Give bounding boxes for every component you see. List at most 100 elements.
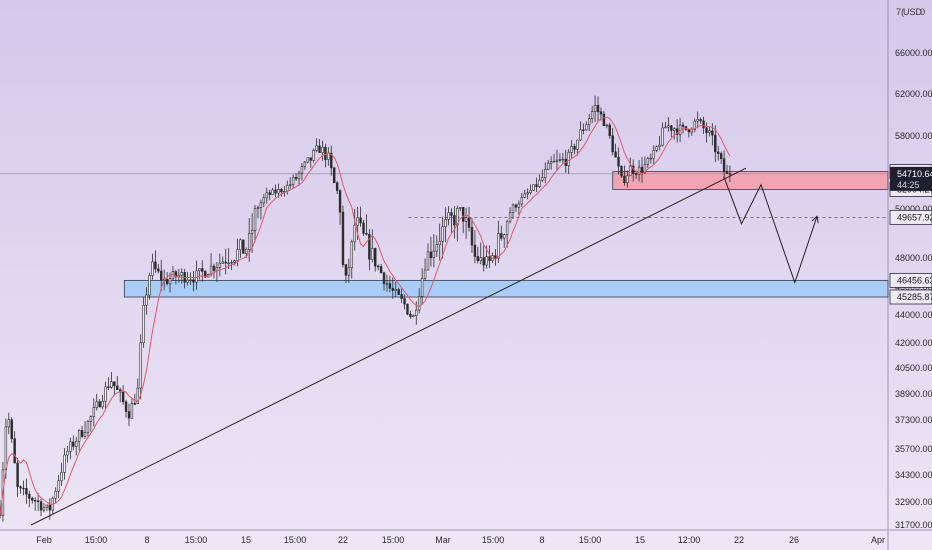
candle-body <box>649 157 652 160</box>
candle-body <box>503 234 506 239</box>
candle-body <box>57 480 60 492</box>
x-tick-label: 15:00 <box>284 535 307 545</box>
moving-average-line <box>0 116 731 516</box>
candle-body <box>385 283 389 285</box>
candle-body <box>708 130 711 134</box>
candle-body <box>722 158 726 172</box>
candle-body <box>130 403 134 419</box>
candle-body <box>371 247 374 260</box>
candle-body <box>661 127 664 146</box>
candle-body <box>526 192 529 195</box>
price-level-label: 49657.92 <box>897 212 932 222</box>
candle-body <box>640 166 644 173</box>
candle-body <box>245 248 248 254</box>
price-level-label: 45285.87 <box>897 292 932 302</box>
candle-body <box>374 247 377 267</box>
candle-body <box>655 146 658 151</box>
candle-body <box>450 212 453 216</box>
candle-body <box>391 287 395 291</box>
candle-body <box>347 267 351 276</box>
candle-body <box>538 179 541 187</box>
candle-body <box>529 189 532 194</box>
candle-body <box>22 487 25 490</box>
candle-body <box>142 304 145 343</box>
candle-body <box>637 166 641 175</box>
x-tick-label: 15:00 <box>579 535 602 545</box>
candle-body <box>306 157 310 163</box>
candle-body <box>344 264 348 276</box>
candle-body <box>435 244 438 252</box>
candle-body <box>139 342 142 389</box>
candle-body <box>412 315 415 317</box>
candle-body <box>300 166 304 174</box>
candle-body <box>702 120 705 129</box>
candle-body <box>98 401 101 408</box>
candle-body <box>505 221 509 235</box>
y-tick-label: 32900.00 <box>895 497 932 507</box>
candle-body <box>89 416 93 422</box>
x-tick-label: 15 <box>241 535 251 545</box>
candle-body <box>673 128 676 131</box>
candle-body <box>165 279 169 285</box>
y-tick-label: 48000.00 <box>895 253 932 263</box>
candle-body <box>614 151 617 158</box>
y-tick-label: 31700.00 <box>895 520 932 530</box>
candle-body <box>397 289 400 295</box>
y-tick-label: 38900.00 <box>895 389 932 399</box>
candle-body <box>256 207 260 209</box>
candle-body <box>573 146 576 150</box>
candle-body <box>670 125 673 131</box>
candle-body <box>335 182 339 191</box>
candle-body <box>664 126 667 129</box>
candle-body <box>485 256 488 266</box>
candle-body <box>541 177 544 181</box>
candle-body <box>168 278 172 285</box>
candle-body <box>45 504 49 508</box>
candle-body <box>400 294 403 299</box>
candle-body <box>221 261 224 264</box>
candle-body <box>620 165 623 177</box>
candle-body <box>318 145 321 153</box>
candle-body <box>338 190 342 213</box>
y-tick-label: 58000.00 <box>895 131 932 141</box>
candle-body <box>148 275 151 296</box>
y-tick-label: 44000.00 <box>895 310 932 320</box>
candle-body <box>576 139 579 150</box>
candle-body <box>652 149 655 159</box>
candle-body <box>376 265 380 268</box>
candle-body <box>362 222 365 234</box>
currency-label[interactable]: USD <box>903 7 923 17</box>
candle-body <box>497 233 500 259</box>
candle-body <box>617 156 620 167</box>
candle-body <box>332 167 336 184</box>
candle-body <box>687 129 691 133</box>
candle-body <box>324 146 327 160</box>
support-zone <box>123 279 889 298</box>
candle-body <box>4 426 8 471</box>
candle-body <box>77 430 81 442</box>
candle-body <box>280 188 283 193</box>
candle-body <box>646 158 650 165</box>
candle-body <box>549 161 553 164</box>
bar-countdown-label: 44:25 <box>897 180 920 190</box>
current-price-tag[interactable] <box>890 166 932 191</box>
candle-body <box>104 386 107 402</box>
candle-body <box>242 239 245 254</box>
candle-body <box>532 184 535 191</box>
candle-body <box>423 269 427 279</box>
candle-body <box>95 401 98 408</box>
candle-body <box>121 391 125 403</box>
candle-body <box>250 230 254 234</box>
candle-body <box>180 272 183 276</box>
resistance-zone <box>612 171 889 190</box>
candle-body <box>590 111 594 119</box>
candle-body <box>136 387 139 405</box>
x-tick-label: Apr <box>871 535 885 545</box>
candle-body <box>728 173 732 175</box>
candle-body <box>174 271 178 278</box>
candle-body <box>461 207 465 222</box>
x-tick-label: 15:00 <box>85 535 108 545</box>
candle-body <box>86 420 90 433</box>
